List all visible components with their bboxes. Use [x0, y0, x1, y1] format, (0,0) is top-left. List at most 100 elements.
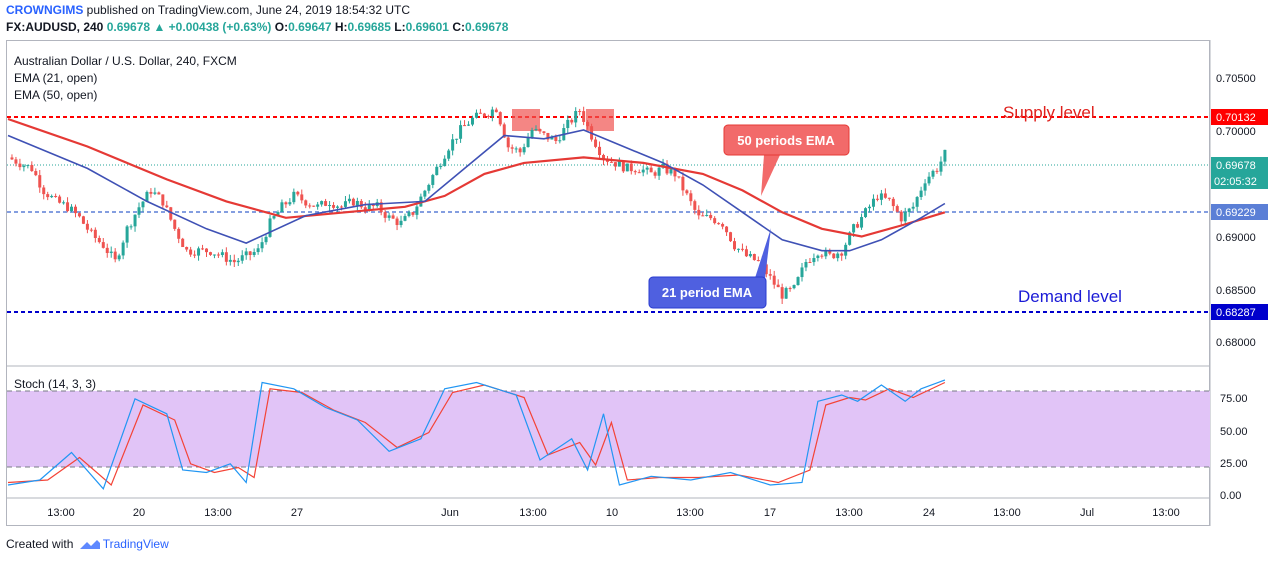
stoch-legend[interactable]: Stoch (14, 3, 3) — [14, 377, 96, 391]
candle-body — [165, 205, 169, 208]
stoch-axis[interactable]: 75.00 50.00 25.00 0.00 — [1220, 393, 1248, 502]
candle-body — [387, 215, 391, 218]
candle-body — [351, 198, 355, 206]
candle-body — [744, 249, 748, 257]
candle-body — [510, 147, 514, 149]
candle-body — [228, 259, 232, 262]
candle-body — [856, 224, 860, 228]
candle-body — [522, 147, 526, 153]
close-value: 0.69678 — [464, 20, 509, 34]
candle-body — [109, 251, 113, 254]
stoch-tick: 0.00 — [1220, 490, 1241, 502]
low-value: 0.69601 — [405, 20, 449, 34]
candle-body — [435, 166, 439, 176]
candle-body — [494, 109, 498, 113]
ema50-line — [7, 117, 946, 238]
candle-body — [427, 184, 431, 191]
candle-body — [693, 201, 697, 210]
candle-body — [42, 187, 46, 195]
candle-body — [518, 148, 522, 153]
candle-body — [54, 195, 58, 197]
time-tick: 17 — [764, 507, 776, 519]
time-tick: Jun — [441, 507, 459, 519]
candle-body — [395, 218, 399, 226]
candle-body — [141, 201, 145, 208]
candle-body — [836, 253, 840, 259]
candle-body — [883, 193, 887, 198]
candle-body — [613, 162, 617, 167]
candle-body — [272, 216, 276, 219]
stoch-tick: 50.00 — [1220, 426, 1248, 438]
candle-body — [685, 190, 689, 194]
candle-body — [193, 254, 197, 256]
candle-body — [558, 140, 562, 142]
candle-body — [653, 172, 657, 176]
candle-body — [812, 258, 816, 263]
ema50-legend[interactable]: EMA (50, open) — [14, 88, 97, 102]
candle-body — [756, 260, 760, 262]
ema21-legend[interactable]: EMA (21, open) — [14, 71, 97, 85]
candle-body — [550, 136, 554, 140]
candle-body — [292, 191, 296, 203]
candle-body — [22, 165, 26, 168]
candle-body — [594, 139, 598, 147]
candle-body — [129, 226, 133, 228]
candle-body — [248, 251, 252, 255]
candle-body — [312, 205, 316, 207]
candle-body — [256, 248, 260, 253]
candle-body — [443, 158, 447, 167]
tradingview-link[interactable]: TradingView — [102, 537, 169, 551]
candle-body — [768, 274, 772, 276]
candle-body — [526, 137, 530, 148]
candle-body — [343, 201, 347, 207]
candle-body — [97, 237, 101, 243]
candle-body — [431, 175, 435, 185]
price-axis[interactable]: 0.70500 0.70000 0.69500 0.69000 0.68500 … — [1216, 73, 1256, 349]
ema50-callout-text: 50 periods EMA — [737, 133, 835, 148]
candle-body — [161, 194, 165, 206]
candle-body — [391, 215, 395, 219]
candle-body — [748, 254, 752, 257]
candle-body — [864, 208, 868, 218]
candle-body — [355, 200, 359, 206]
time-tick: Jul — [1080, 507, 1094, 519]
candle-body — [46, 194, 50, 198]
candle-body — [415, 206, 419, 215]
time-tick: 13:00 — [993, 507, 1021, 519]
candle-body — [530, 130, 534, 138]
candle-body — [232, 259, 236, 263]
candle-body — [514, 148, 518, 150]
candle-body — [506, 137, 510, 148]
candle-body — [764, 264, 768, 275]
candle-body — [407, 212, 411, 217]
candle-body — [617, 161, 621, 167]
candle-body — [26, 165, 30, 167]
candle-body — [697, 209, 701, 216]
time-tick: 13:00 — [47, 507, 75, 519]
candle-body — [189, 249, 193, 255]
candle-body — [899, 211, 903, 222]
candle-body — [81, 216, 85, 224]
price-change: +0.00438 (+0.63%) — [168, 20, 272, 34]
candle-body — [669, 169, 673, 174]
candle-body — [470, 117, 474, 125]
candle-body — [383, 212, 387, 218]
candle-body — [784, 288, 788, 299]
candle-body — [276, 212, 280, 217]
time-tick: 20 — [133, 507, 145, 519]
candle-body — [58, 196, 62, 203]
footer: Created with TradingView — [6, 537, 169, 551]
author-name[interactable]: CROWNGIMS — [6, 3, 84, 17]
candle-body — [879, 193, 883, 200]
ema50-callout-box — [723, 124, 850, 156]
candle-body — [208, 252, 212, 255]
price-tick: 0.69000 — [1216, 232, 1256, 244]
candle-body — [173, 219, 177, 229]
candle-body — [935, 170, 939, 172]
demand-label: Demand level — [1018, 287, 1122, 306]
time-axis[interactable]: 13:00 20 13:00 27 Jun 13:00 10 13:00 17 … — [47, 507, 1180, 519]
supply-badge-text: 0.70132 — [1216, 112, 1256, 124]
candle-body — [328, 205, 332, 207]
symbol-header: FX:AUDUSD, 240 0.69678 ▲ +0.00438 (+0.63… — [6, 20, 508, 34]
